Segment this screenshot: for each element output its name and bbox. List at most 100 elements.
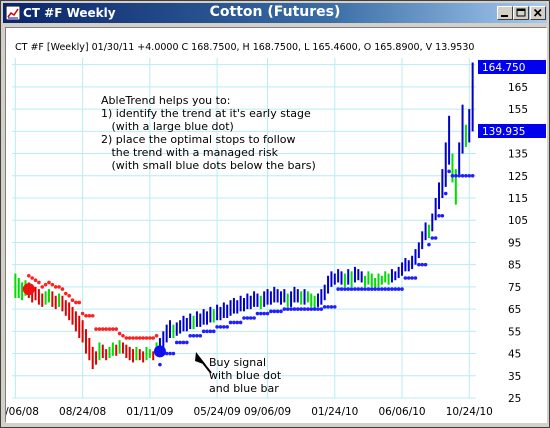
stop-dot-up	[339, 287, 344, 291]
x-tick-label: 09/06/09	[244, 406, 291, 418]
buy-signal-line: Buy signal	[209, 356, 266, 369]
stop-dot-up	[443, 191, 448, 196]
stop-dot-up	[265, 311, 270, 316]
stop-dot-up	[467, 173, 472, 178]
stop-dot-up	[369, 287, 374, 291]
stop-dot-down	[40, 285, 45, 289]
stop-dot-up	[252, 316, 256, 320]
stop-dot-up	[272, 309, 277, 314]
plot-area[interactable]: 2535455565758595105115125135145155165175…	[0, 27, 547, 423]
last-price-label-bg	[478, 60, 546, 74]
stop-dot-up	[406, 276, 411, 280]
x-tick-label: 01/11/09	[126, 406, 173, 418]
stop-dot-up	[393, 287, 398, 291]
stop-price-value: 139.935	[482, 126, 525, 138]
stop-dot-up	[400, 287, 404, 291]
stop-dot-down	[100, 327, 105, 331]
minimize-icon	[501, 15, 508, 17]
stop-dot-up	[292, 307, 297, 311]
stop-dot-down	[131, 336, 135, 340]
maximize-button[interactable]	[513, 6, 529, 20]
date-axis: 04/06/08 08/24/08 01/11/09 05/24/0909/06/09…	[0, 406, 493, 418]
close-icon	[533, 8, 542, 17]
stop-dot-up	[242, 316, 246, 320]
stop-dot-up	[178, 340, 182, 345]
stop-dot-up	[235, 320, 240, 325]
stop-dot-up	[383, 287, 388, 291]
y-tick-label: 95	[508, 237, 521, 249]
stop-dot-up	[275, 309, 280, 314]
stop-dot-up	[245, 316, 250, 320]
stop-dot-up	[181, 340, 186, 345]
annotation-line: 2) place the optimal stops to follow	[101, 133, 295, 146]
stop-dot-up	[201, 329, 206, 334]
stop-dot-up	[413, 276, 418, 280]
last-price-label: 164.750	[478, 60, 546, 74]
annotation-line: the trend with a managed risk	[101, 146, 279, 159]
stop-dot-down	[104, 327, 108, 331]
stop-dot-up	[373, 287, 377, 291]
stop-dot-down	[97, 327, 102, 331]
stop-dot-up	[158, 362, 162, 367]
stop-dot-down	[57, 285, 61, 289]
sell-signal-dot	[22, 283, 35, 296]
stop-dot-up	[356, 287, 361, 291]
buy-signal-dot	[153, 345, 166, 358]
stop-dot-up	[208, 329, 213, 334]
stop-dot-up	[390, 287, 394, 291]
stop-dot-up	[215, 325, 219, 329]
stop-dot-up	[427, 242, 431, 247]
y-tick-label: 35	[508, 371, 521, 383]
stop-dot-down	[60, 287, 65, 291]
stop-dot-down	[151, 336, 156, 340]
stop-dot-up	[295, 307, 300, 311]
stop-dot-down	[141, 336, 145, 340]
stop-dot-down	[77, 300, 82, 305]
stop-dot-up	[380, 287, 384, 291]
stop-dot-up	[205, 329, 209, 334]
price-chart[interactable]: 2535455565758595105115125135145155165175…	[0, 28, 546, 422]
stop-dot-up	[457, 173, 461, 178]
stop-dot-down	[148, 336, 152, 340]
stop-dot-up	[329, 305, 334, 309]
stop-dot-down	[33, 278, 38, 283]
chart-app-icon	[6, 6, 20, 20]
stop-dot-up	[299, 307, 303, 311]
stop-dot-up	[188, 333, 193, 338]
stop-dot-down	[84, 313, 88, 318]
stop-dot-up	[248, 316, 253, 320]
stop-dot-up	[218, 325, 223, 329]
stop-dot-up	[386, 287, 391, 291]
x-tick-label: 06/06/10	[378, 406, 425, 418]
title-bar[interactable]: CT #F Weekly Cotton (Futures)	[3, 3, 547, 23]
stop-dot-down	[87, 313, 92, 318]
stop-dot-up	[346, 287, 351, 291]
stop-dot-up	[403, 276, 408, 280]
y-tick-label: 65	[508, 304, 521, 316]
stop-dots	[22, 169, 475, 367]
stop-dot-up	[262, 311, 266, 316]
stop-dot-down	[67, 293, 71, 298]
stop-dot-up	[326, 305, 330, 309]
stop-dot-up	[289, 307, 293, 311]
stop-dot-up	[319, 307, 324, 311]
y-tick-label: 45	[508, 349, 521, 361]
y-tick-label: 75	[508, 282, 521, 294]
stop-dot-up	[366, 287, 371, 291]
stop-dot-up	[198, 333, 203, 338]
stop-dot-down	[124, 336, 129, 340]
stop-dot-up	[185, 340, 189, 345]
stop-dot-down	[90, 313, 95, 318]
stop-dot-up	[225, 325, 229, 329]
buy-signal-line: and blue bar	[209, 382, 279, 395]
stop-dot-down	[114, 327, 119, 331]
stop-dot-down	[30, 276, 34, 280]
stop-dot-up	[211, 329, 216, 334]
y-tick-label: 135	[508, 149, 528, 161]
minimize-button[interactable]	[497, 6, 513, 20]
close-button[interactable]	[530, 6, 546, 20]
x-tick-label: 05/24/09	[194, 406, 241, 418]
buy-signal-line: with blue dot	[209, 369, 282, 382]
stop-dot-up	[440, 213, 445, 218]
annotation-line: 1) identify the trend at it's early stag…	[101, 107, 311, 120]
